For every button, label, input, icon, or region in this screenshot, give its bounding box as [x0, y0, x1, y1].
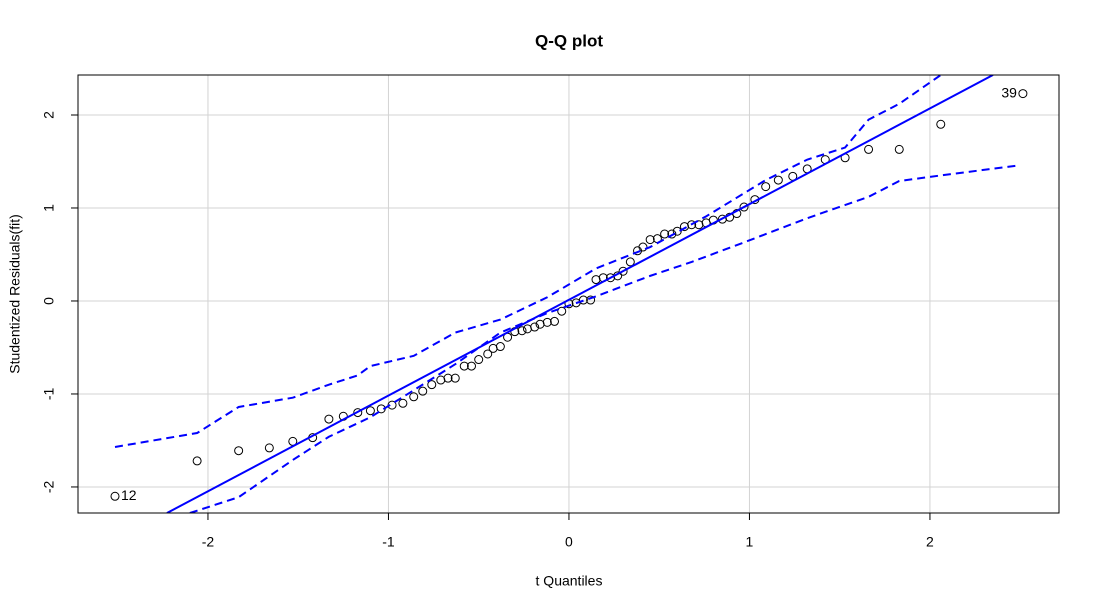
- y-tick-label: -2: [41, 481, 57, 494]
- point-label: 12: [121, 487, 137, 503]
- data-point: [110, 491, 120, 501]
- data-point: [443, 373, 453, 383]
- data-point: [894, 144, 904, 154]
- data-point: [474, 355, 484, 365]
- y-axis-label: Studentized Residuals(fit): [7, 214, 23, 374]
- data-point: [542, 317, 552, 327]
- data-point: [591, 275, 601, 285]
- x-tick-label: 1: [746, 534, 754, 550]
- data-point: [618, 266, 628, 276]
- data-point: [365, 406, 375, 416]
- x-tick-label: 0: [565, 534, 573, 550]
- data-point: [459, 361, 469, 371]
- data-point: [1018, 89, 1028, 99]
- data-point: [517, 326, 527, 336]
- data-point: [667, 229, 677, 239]
- data-point: [660, 229, 670, 239]
- x-axis-label: t Quantiles: [536, 573, 603, 589]
- y-tick-label: -1: [41, 388, 57, 401]
- data-point: [192, 456, 202, 466]
- data-point: [586, 295, 596, 305]
- data-point: [427, 380, 437, 390]
- data-point: [398, 398, 408, 408]
- y-tick-label: 2: [41, 111, 57, 119]
- data-point: [864, 144, 874, 154]
- data-point: [418, 386, 428, 396]
- data-point: [550, 316, 560, 326]
- point-label: 39: [1001, 84, 1017, 100]
- grid: [78, 75, 1059, 513]
- data-point: [638, 242, 648, 252]
- data-point: [522, 324, 532, 334]
- data-point: [687, 220, 697, 230]
- y-tick-label: 1: [41, 204, 57, 212]
- data-point: [450, 373, 460, 383]
- data-point: [645, 235, 655, 245]
- data-point: [625, 257, 635, 267]
- data-point: [466, 361, 476, 371]
- data-point: [761, 182, 771, 192]
- data-point: [324, 414, 334, 424]
- data-point: [672, 226, 682, 236]
- chart-title: Q-Q plot: [535, 31, 603, 50]
- data-point: [488, 343, 498, 353]
- data-point: [234, 446, 244, 456]
- data-point: [557, 306, 567, 316]
- reference-line: [114, 75, 942, 448]
- x-tick-label: 2: [926, 534, 934, 550]
- x-tick-label: -2: [202, 534, 215, 550]
- data-point: [436, 375, 446, 385]
- data-point: [495, 342, 505, 352]
- data-point: [264, 443, 274, 453]
- data-point: [353, 408, 363, 418]
- data-point: [773, 175, 783, 185]
- data-point: [936, 119, 946, 129]
- plot-area: [110, 75, 1028, 513]
- data-point: [530, 322, 540, 332]
- y-tick-label: 0: [41, 297, 57, 305]
- data-point: [578, 295, 588, 305]
- reference-line: [189, 164, 1021, 513]
- x-tick-label: -1: [382, 534, 395, 550]
- data-point: [409, 392, 419, 402]
- reference-line: [166, 75, 994, 513]
- data-point: [739, 202, 749, 212]
- data-point: [483, 349, 493, 359]
